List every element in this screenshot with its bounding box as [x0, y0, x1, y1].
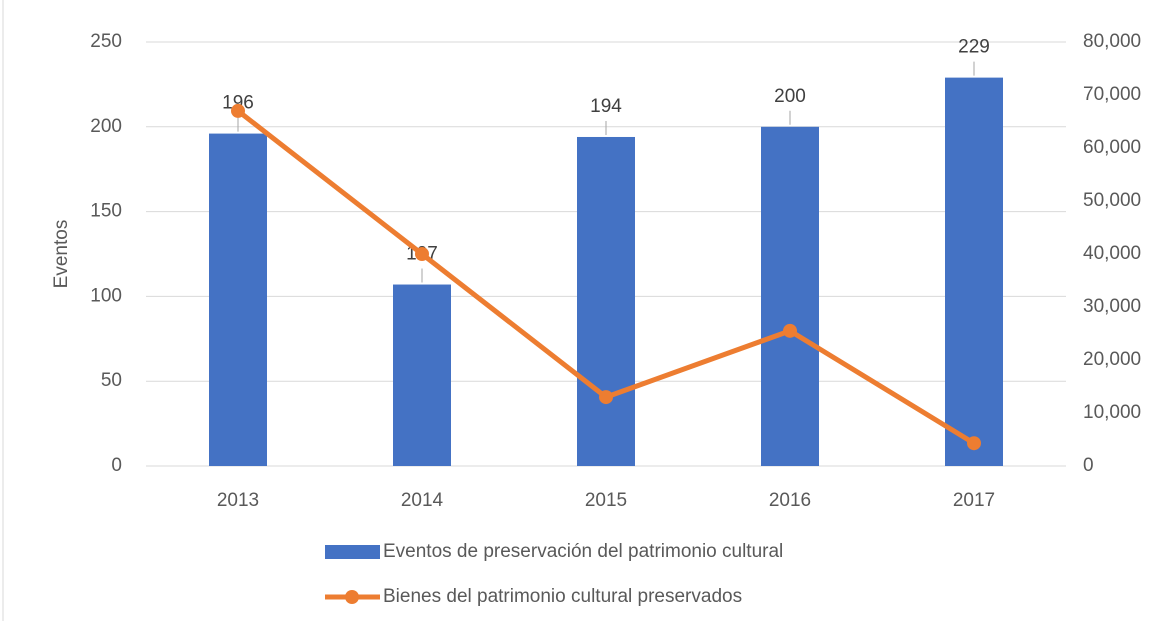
bar — [209, 133, 267, 467]
x-tick-label: 2013 — [217, 490, 259, 511]
x-tick-label: 2014 — [401, 490, 444, 511]
bar — [761, 126, 819, 467]
y2-tick-label: 30,000 — [1083, 296, 1141, 317]
legend-swatch — [325, 545, 380, 559]
y-tick-label: 0 — [111, 455, 122, 476]
y2-tick-label: 60,000 — [1083, 137, 1141, 158]
legend-label: Eventos de preservación del patrimonio c… — [383, 541, 783, 562]
y-axis-label: Eventos — [51, 220, 72, 289]
bar — [393, 284, 451, 466]
y2-tick-label: 10,000 — [1083, 402, 1141, 423]
y2-tick-label: 40,000 — [1083, 243, 1141, 264]
line-marker — [783, 323, 797, 338]
line-marker — [231, 103, 245, 118]
y2-tick-label: 20,000 — [1083, 349, 1141, 370]
x-tick-label: 2015 — [585, 490, 627, 511]
bar — [945, 77, 1003, 466]
y-tick-label: 150 — [90, 201, 122, 222]
y2-tick-label: 50,000 — [1083, 190, 1141, 211]
x-tick-label: 2016 — [769, 490, 811, 511]
y2-tick-label: 0 — [1083, 455, 1094, 476]
x-tick-label: 2017 — [953, 490, 995, 511]
y-tick-label: 250 — [90, 31, 122, 52]
y2-tick-label: 80,000 — [1083, 31, 1141, 52]
data-label: 200 — [774, 86, 806, 107]
legend-label: Bienes del patrimonio cultural preservad… — [383, 586, 742, 607]
bar — [577, 136, 635, 466]
data-label: 194 — [590, 96, 622, 117]
line-marker — [967, 436, 981, 451]
data-label: 196 — [222, 93, 254, 114]
line-marker — [599, 390, 613, 405]
y-tick-label: 200 — [90, 116, 122, 137]
data-label: 229 — [958, 37, 990, 58]
y2-tick-label: 70,000 — [1083, 84, 1141, 105]
legend-marker — [345, 590, 359, 604]
y-tick-label: 100 — [90, 285, 122, 306]
y-tick-label: 50 — [101, 370, 122, 391]
line-marker — [415, 247, 429, 261]
